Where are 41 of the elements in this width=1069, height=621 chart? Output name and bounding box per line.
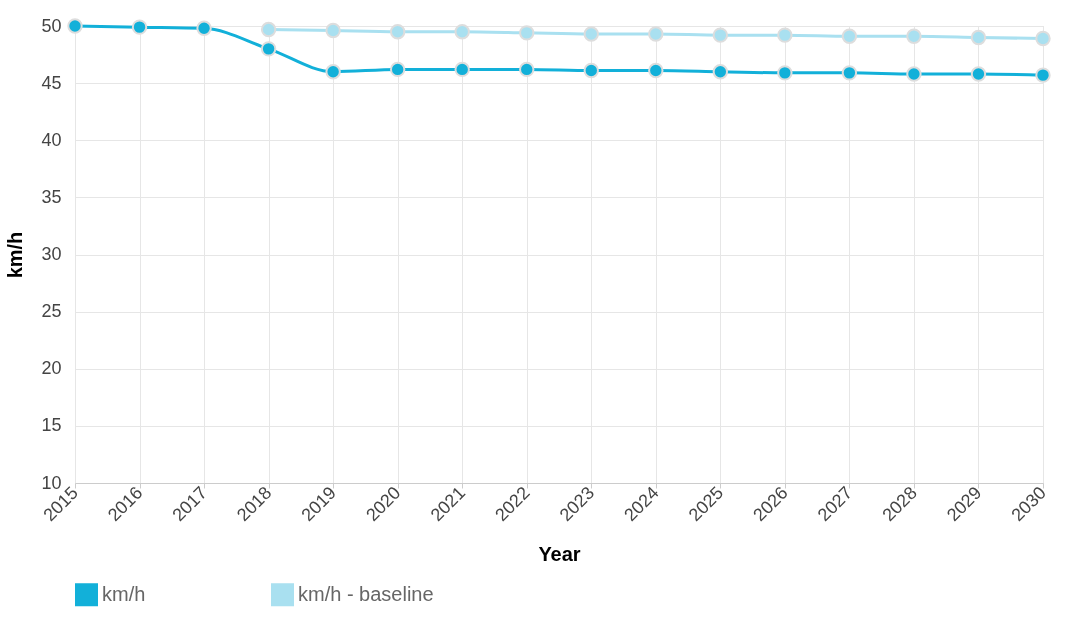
point xyxy=(325,64,341,80)
point xyxy=(648,26,664,42)
point xyxy=(454,61,470,78)
y-axis-title: km/h xyxy=(4,231,27,279)
legend-label: km/h xyxy=(102,582,146,605)
point xyxy=(712,64,729,80)
y-tick-label: 25 xyxy=(41,301,62,322)
point xyxy=(1035,30,1051,47)
x-axis-title: Year xyxy=(538,543,581,566)
point xyxy=(906,28,922,44)
point xyxy=(260,21,277,38)
point xyxy=(196,20,212,36)
point xyxy=(906,66,922,82)
y-tick-label: 30 xyxy=(41,244,62,264)
point xyxy=(777,65,793,81)
y-tick-label: 20 xyxy=(41,358,62,379)
point xyxy=(583,62,599,79)
point xyxy=(970,29,987,46)
point xyxy=(777,27,793,43)
point xyxy=(1035,67,1051,83)
y-tick-label: 35 xyxy=(41,186,62,207)
point xyxy=(325,22,341,39)
point xyxy=(454,24,470,40)
y-tick-label: 50 xyxy=(41,15,62,36)
point xyxy=(260,41,277,57)
point xyxy=(648,62,664,79)
legend-label: km/h - baseline xyxy=(298,582,434,605)
point xyxy=(583,26,599,42)
y-tick-label: 15 xyxy=(41,415,62,436)
point xyxy=(389,61,406,78)
point xyxy=(519,61,535,78)
point xyxy=(712,27,729,43)
point xyxy=(389,24,406,40)
y-tick-label: 40 xyxy=(41,129,62,150)
point xyxy=(841,65,858,81)
y-tick-label: 45 xyxy=(41,72,62,93)
point xyxy=(519,25,535,41)
point xyxy=(67,18,83,34)
point xyxy=(841,28,858,44)
point xyxy=(131,19,148,35)
point xyxy=(970,66,987,82)
